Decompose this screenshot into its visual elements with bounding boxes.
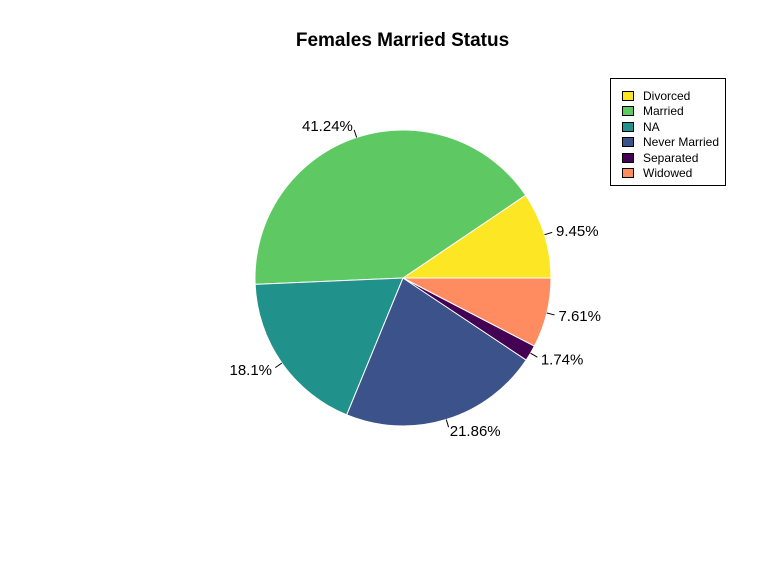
pie-slice-never-married: [346, 277, 527, 427]
pie-slice-widowed: [402, 277, 552, 347]
leader-line-divorced: [544, 231, 553, 236]
leader-line-widowed: [546, 312, 555, 316]
leader-line-na: [275, 362, 283, 369]
legend-item-na: NA: [622, 119, 725, 135]
leader-line-separated: [530, 352, 538, 358]
slice-label-widowed: 7.61%: [558, 308, 601, 325]
legend-swatch: [622, 137, 634, 148]
chart-title: Females Married Status: [295, 30, 510, 51]
legend-item-divorced: Divorced: [622, 88, 725, 104]
legend-item-never-married: Never Married: [622, 135, 725, 151]
legend-label: Separated: [643, 150, 699, 165]
legend-label: NA: [643, 119, 660, 134]
legend-swatch: [622, 90, 634, 101]
pie-slice-na: [254, 277, 404, 416]
legend-swatch: [622, 106, 634, 117]
legend-swatch: [622, 168, 634, 179]
slice-label-divorced: 9.45%: [556, 223, 599, 240]
legend-swatch: [622, 152, 634, 163]
pie-slice-divorced: [401, 194, 552, 279]
legend-label: Married: [643, 104, 684, 119]
chart-legend: Divorced Married NA Never Married Separated W…: [610, 78, 726, 186]
legend-item-separated: Separated: [622, 150, 725, 166]
legend-label: Widowed: [643, 166, 693, 181]
slice-label-na: 18.1%: [229, 362, 272, 379]
leader-line-never-married: [445, 419, 450, 428]
slice-label-never-married: 21.86%: [450, 423, 501, 440]
legend-label: Divorced: [643, 88, 691, 103]
legend-item-married: Married: [622, 104, 725, 120]
legend-item-widowed: Widowed: [622, 166, 725, 182]
legend-swatch: [622, 121, 634, 132]
leader-line-married: [353, 129, 358, 138]
legend-label: Never Married: [643, 135, 720, 150]
slice-label-separated: 1.74%: [541, 351, 584, 368]
slice-label-married: 41.24%: [302, 118, 353, 135]
